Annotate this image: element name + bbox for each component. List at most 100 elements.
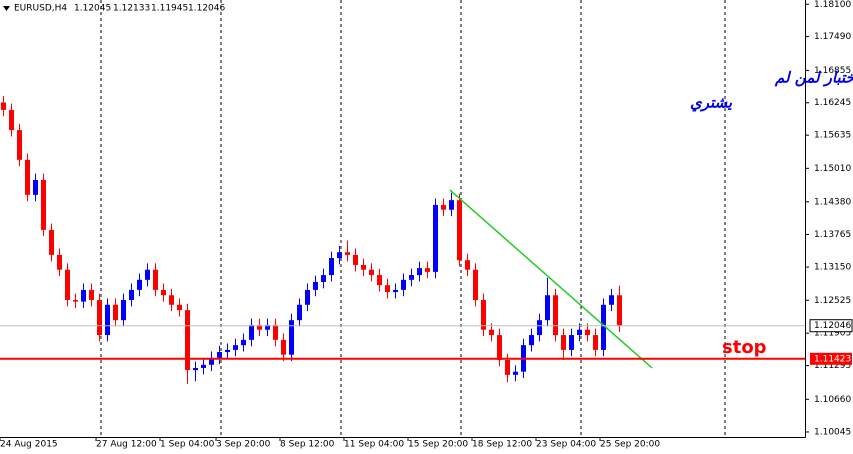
candle-body <box>449 200 454 210</box>
y-tick-label: 1.11295 <box>814 361 851 371</box>
candle-body <box>1 102 6 110</box>
header-text: EURUSD,H4 <box>14 4 67 14</box>
candle-body <box>249 324 254 340</box>
x-tick-label: 23 Sep 04:00 <box>536 440 596 450</box>
candle-body <box>113 304 118 321</box>
candle-body <box>89 289 94 301</box>
candle-body <box>145 269 150 280</box>
candle-body <box>297 304 302 321</box>
candle-body <box>49 229 54 255</box>
candle-body <box>281 339 286 355</box>
x-tick-label: 11 Sep 04:00 <box>344 440 404 450</box>
candle-body <box>361 264 366 270</box>
candle-body <box>25 159 30 195</box>
y-tick-label: 1.10045 <box>814 427 851 437</box>
y-tick-label: 1.15010 <box>814 164 851 174</box>
x-tick-label: 24 Aug 2015 <box>0 440 58 450</box>
candle-body <box>385 285 390 293</box>
y-tick-label: 1.17490 <box>814 32 851 42</box>
annotation: شراء مع اعادة الاختبار لمن لم <box>774 69 853 87</box>
candle-body <box>537 320 542 336</box>
candle-body <box>225 349 230 353</box>
candle-body <box>497 335 502 361</box>
candle-body <box>489 329 494 336</box>
candle-body <box>617 295 622 326</box>
candle-body <box>217 352 222 358</box>
header-arrow <box>3 6 10 11</box>
candle-body <box>81 289 86 302</box>
y-tick-label: 1.13765 <box>814 230 851 240</box>
x-tick-label: 25 Sep 20:00 <box>600 440 660 450</box>
candle-body <box>369 269 374 276</box>
candle-body <box>289 320 294 355</box>
candle-body <box>401 279 406 290</box>
header-text: 1.12045 <box>74 4 111 14</box>
candle-body <box>409 275 414 280</box>
candle-body <box>441 204 446 210</box>
y-tick-label: 1.15635 <box>814 131 851 141</box>
candle-body <box>185 310 190 371</box>
candle-body <box>337 252 342 259</box>
candle-body <box>585 329 590 336</box>
x-tick-label: 3 Sep 20:00 <box>216 440 271 450</box>
candle-body <box>129 289 134 301</box>
candle-body <box>137 279 142 290</box>
y-tick-label: 1.13150 <box>814 263 851 273</box>
candle-body <box>73 300 78 302</box>
candle-body <box>313 281 318 290</box>
candle-body <box>233 345 238 350</box>
y-tick-label: 1.14380 <box>814 197 851 207</box>
candle-body <box>601 304 606 350</box>
candle-body <box>457 200 462 261</box>
trend-line <box>449 189 653 369</box>
candle-body <box>193 367 198 371</box>
candle-body <box>553 295 558 336</box>
candle-body <box>609 295 614 305</box>
y-tick-label: 1.11905 <box>814 329 851 339</box>
annotation: يشتري <box>690 94 733 112</box>
y-tick-label: 1.16245 <box>814 98 851 108</box>
candle-body <box>529 335 534 346</box>
candle-body <box>153 269 158 290</box>
candle-body <box>577 329 582 336</box>
x-tick-label: 18 Sep 12:00 <box>472 440 532 450</box>
candle-body <box>201 364 206 368</box>
candle-body <box>393 289 398 293</box>
y-tick-label: 1.12525 <box>814 296 851 306</box>
candle-body <box>161 289 166 296</box>
candle-body <box>513 371 518 375</box>
candle-body <box>57 254 62 270</box>
candle-body <box>105 304 110 336</box>
y-tick-label: 1.16855 <box>814 66 851 76</box>
candle-body <box>41 180 46 230</box>
candle-body <box>9 109 14 131</box>
candle-body <box>17 130 22 160</box>
candle-body <box>257 324 262 330</box>
candle-body <box>481 300 486 330</box>
y-tick-label: 1.18100 <box>814 0 851 10</box>
candle-body <box>433 204 438 272</box>
candle-body <box>169 295 174 305</box>
candle-body <box>353 254 358 265</box>
header-text: 1.11945 <box>151 4 188 14</box>
candle-body <box>329 258 334 276</box>
candle-body <box>545 295 550 321</box>
price-label: 1.12046 <box>814 321 851 331</box>
candle-body <box>97 300 102 336</box>
stop-label-box <box>810 352 852 365</box>
candle-body <box>425 268 430 272</box>
stop-label: 1.11423 <box>814 354 851 364</box>
candle-body <box>569 335 574 350</box>
candle-body <box>473 269 478 301</box>
candle-body <box>65 269 70 301</box>
candle-body <box>33 180 38 195</box>
candle-body <box>209 357 214 365</box>
x-tick-label: 15 Sep 20:00 <box>408 440 468 450</box>
candle-body <box>121 300 126 321</box>
stop-text: stop <box>722 337 767 358</box>
candle-body <box>377 275 382 286</box>
x-tick-label: 1 Sep 04:00 <box>160 440 215 450</box>
y-tick-label: 1.10660 <box>814 395 851 405</box>
